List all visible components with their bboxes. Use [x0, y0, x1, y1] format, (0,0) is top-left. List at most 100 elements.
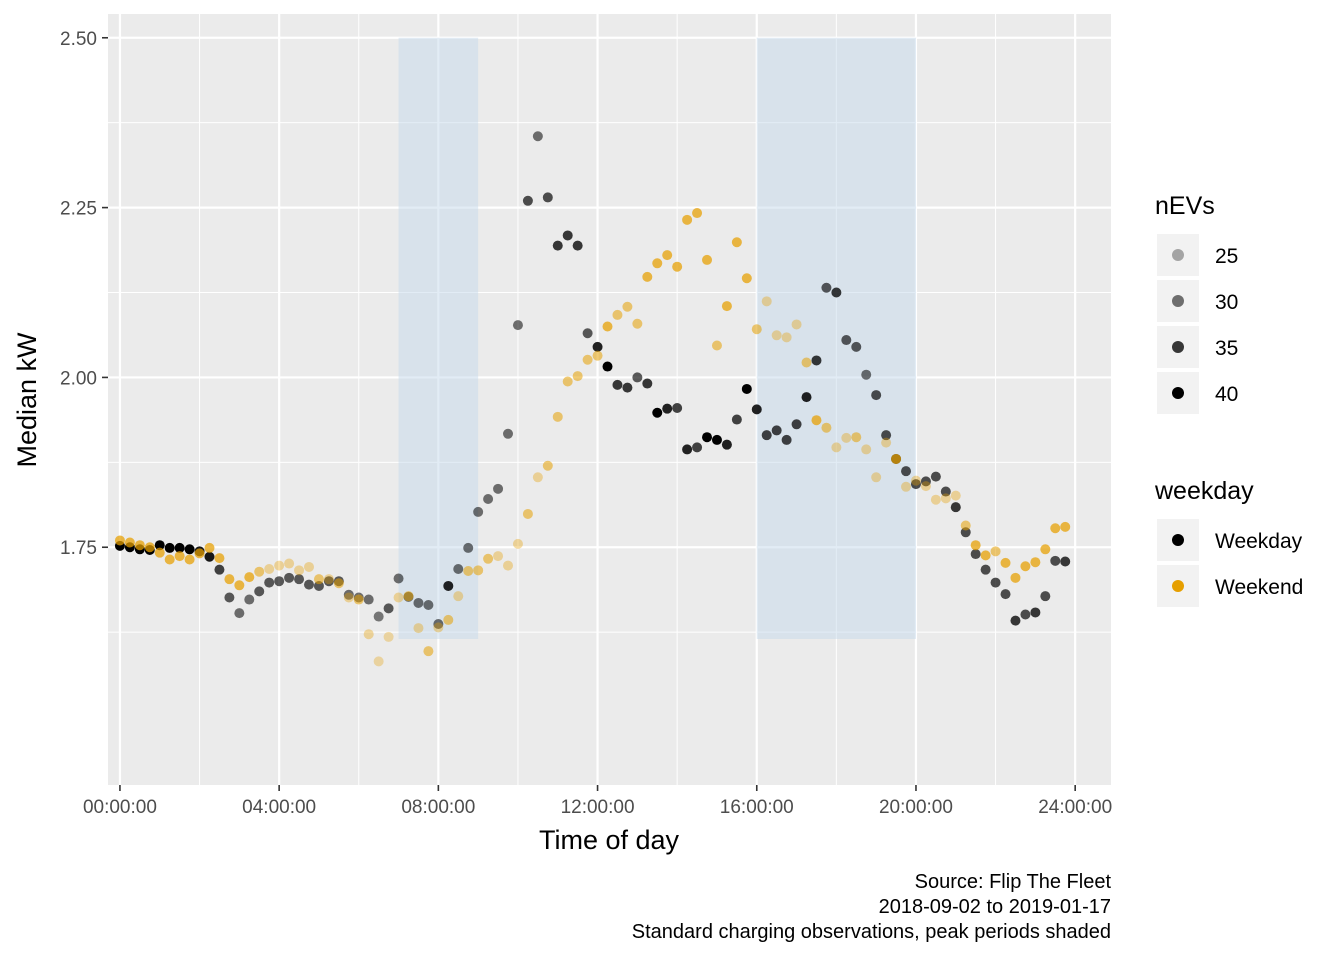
- point-weekday: [920, 476, 931, 487]
- point-weekend: [652, 258, 663, 269]
- caption-line-dates: 2018-09-02 to 2019-01-17: [879, 896, 1111, 918]
- point-weekday: [692, 442, 703, 453]
- point-weekday: [413, 597, 424, 608]
- point-weekend: [960, 520, 971, 531]
- point-weekend: [124, 537, 135, 548]
- point-weekday: [463, 542, 474, 553]
- point-weekend: [353, 594, 364, 605]
- point-weekday: [542, 192, 553, 203]
- point-weekend: [871, 472, 882, 483]
- legend-nevs-keys: 25 30 35 40: [1157, 234, 1238, 414]
- point-weekday: [1040, 591, 1051, 602]
- plot-panel: [108, 14, 1111, 785]
- point-weekend: [632, 318, 643, 329]
- y-tick-label: 2.00: [60, 368, 97, 389]
- x-tick-label: 04:00:00: [242, 797, 316, 818]
- point-weekday: [244, 594, 255, 605]
- point-weekend: [612, 309, 623, 320]
- x-tick-label: 20:00:00: [879, 797, 953, 818]
- y-tick-label: 1.75: [60, 538, 97, 559]
- point-weekday: [741, 383, 752, 394]
- point-weekend: [950, 490, 961, 501]
- point-weekend: [413, 623, 424, 634]
- point-weekday: [841, 335, 852, 346]
- point-weekday: [552, 240, 563, 251]
- legend-nevs-label: 30: [1215, 291, 1238, 314]
- point-weekday: [184, 544, 195, 555]
- point-weekday: [473, 506, 484, 517]
- x-axis-title: Time of day: [539, 825, 680, 855]
- point-weekday: [731, 414, 742, 425]
- point-weekday: [274, 576, 285, 587]
- point-weekend: [622, 301, 633, 312]
- point-weekend: [1040, 544, 1051, 555]
- y-tick-label: 2.25: [60, 199, 97, 220]
- point-weekend: [323, 574, 334, 585]
- point-weekend: [473, 565, 484, 576]
- point-weekend: [443, 614, 454, 625]
- point-weekend: [831, 442, 842, 453]
- x-tick-label: 16:00:00: [720, 797, 794, 818]
- point-weekday: [423, 599, 434, 610]
- point-weekend: [532, 472, 543, 483]
- point-weekday: [443, 580, 454, 591]
- point-weekday: [154, 540, 165, 551]
- point-weekend: [920, 481, 931, 492]
- legend-nevs-label: 25: [1215, 245, 1238, 268]
- point-weekday: [522, 195, 533, 206]
- point-weekend: [940, 493, 951, 504]
- point-weekend: [284, 558, 295, 569]
- point-weekday: [1010, 615, 1021, 626]
- point-weekend: [602, 321, 613, 332]
- point-weekend: [841, 432, 852, 443]
- legend-weekday-label: Weekend: [1215, 576, 1303, 599]
- point-weekday: [831, 287, 842, 298]
- legend-key-point: [1172, 295, 1184, 307]
- point-weekend: [1060, 521, 1071, 532]
- legend-nevs: nEVs 25 30 35 40: [1155, 192, 1238, 414]
- point-weekday: [980, 564, 991, 575]
- point-weekend: [363, 629, 374, 640]
- point-weekday: [811, 355, 822, 366]
- legend-key-point: [1172, 580, 1184, 592]
- x-tick-label: 00:00:00: [83, 797, 157, 818]
- x-tick-label: 12:00:00: [561, 797, 635, 818]
- caption: Source: Flip The Fleet 2018-09-02 to 201…: [632, 871, 1112, 943]
- point-weekday: [582, 328, 593, 339]
- x-tick-label: 08:00:00: [401, 797, 475, 818]
- point-weekday: [970, 549, 981, 560]
- point-weekday: [214, 564, 225, 575]
- point-weekend: [224, 574, 235, 585]
- point-weekday: [682, 444, 693, 455]
- point-weekend: [512, 538, 523, 549]
- point-weekday: [264, 577, 275, 588]
- point-weekday: [602, 361, 613, 372]
- point-weekend: [980, 550, 991, 561]
- point-weekday: [512, 320, 523, 331]
- point-weekday: [652, 407, 663, 418]
- point-weekend: [721, 301, 732, 312]
- point-weekend: [542, 460, 553, 471]
- peak-period-shading: [398, 37, 916, 639]
- point-weekday: [851, 341, 862, 352]
- point-weekday: [930, 471, 941, 482]
- caption-line-note: Standard charging observations, peak per…: [632, 921, 1111, 943]
- legend-key-point: [1172, 534, 1184, 546]
- point-weekday: [1000, 589, 1011, 600]
- point-weekday: [503, 428, 514, 439]
- point-weekend: [1020, 561, 1031, 572]
- point-weekday: [861, 369, 872, 380]
- point-weekend: [582, 354, 593, 365]
- point-weekend: [781, 332, 792, 343]
- point-weekday: [294, 574, 305, 585]
- point-weekend: [552, 411, 563, 422]
- point-weekend: [194, 548, 205, 559]
- point-weekend: [264, 563, 275, 574]
- point-weekend: [572, 371, 583, 382]
- point-weekend: [771, 330, 782, 341]
- point-weekday: [204, 551, 215, 562]
- point-weekend: [910, 475, 921, 486]
- legend-weekday: weekday Weekday Weekend: [1154, 477, 1303, 607]
- point-weekend: [642, 271, 653, 282]
- data-points: [114, 131, 1071, 667]
